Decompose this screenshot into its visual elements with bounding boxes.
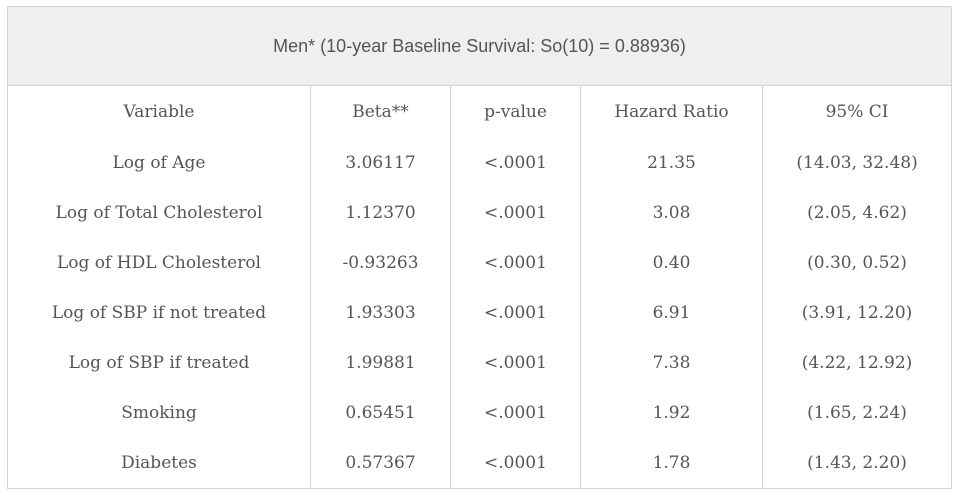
cell-p-value: <.0001 [450, 438, 581, 489]
table-row: Log of Age 3.06117 <.0001 21.35 (14.03, … [7, 138, 953, 188]
cell-variable: Log of Age [7, 138, 311, 188]
hazard-ratio-table: Men* (10-year Baseline Survival: So(10) … [6, 6, 953, 489]
cell-variable: Smoking [7, 388, 311, 438]
cell-ci: (14.03, 32.48) [761, 138, 953, 188]
cell-p-value: <.0001 [450, 338, 581, 388]
cell-beta: 0.65451 [310, 388, 451, 438]
cell-hazard-ratio: 6.91 [580, 288, 763, 338]
cell-variable: Log of SBP if treated [7, 338, 311, 388]
cell-ci: (4.22, 12.92) [761, 338, 953, 388]
cell-hazard-ratio: 7.38 [580, 338, 763, 388]
cell-ci: (3.91, 12.20) [761, 288, 953, 338]
cell-p-value: <.0001 [450, 288, 581, 338]
cell-beta: 1.99881 [310, 338, 451, 388]
cell-variable: Diabetes [7, 438, 311, 489]
cell-hazard-ratio: 21.35 [580, 138, 763, 188]
cell-ci: (1.43, 2.20) [761, 438, 953, 489]
cell-beta: 1.93303 [310, 288, 451, 338]
cell-beta: 1.12370 [310, 188, 451, 238]
table-row: Diabetes 0.57367 <.0001 1.78 (1.43, 2.20… [7, 438, 953, 489]
table-body: Variable Beta** p-value Hazard Ratio 95%… [7, 85, 953, 489]
column-header-p-value: p-value [450, 85, 581, 138]
cell-ci: (1.65, 2.24) [761, 388, 953, 438]
column-header-beta: Beta** [310, 85, 451, 138]
table-row: Log of SBP if treated 1.99881 <.0001 7.3… [7, 338, 953, 388]
cell-hazard-ratio: 1.92 [580, 388, 763, 438]
table-row: Log of SBP if not treated 1.93303 <.0001… [7, 288, 953, 338]
cell-variable: Log of Total Cholesterol [7, 188, 311, 238]
column-header-row: Variable Beta** p-value Hazard Ratio 95%… [7, 85, 953, 138]
cell-p-value: <.0001 [450, 188, 581, 238]
cell-hazard-ratio: 0.40 [580, 238, 763, 288]
cell-p-value: <.0001 [450, 138, 581, 188]
cell-variable: Log of HDL Cholesterol [7, 238, 311, 288]
cell-ci: (0.30, 0.52) [761, 238, 953, 288]
cell-beta: 0.57367 [310, 438, 451, 489]
column-header-variable: Variable [7, 85, 311, 138]
table-row: Log of HDL Cholesterol -0.93263 <.0001 0… [7, 238, 953, 288]
table-title: Men* (10-year Baseline Survival: So(10) … [6, 6, 953, 86]
cell-hazard-ratio: 3.08 [580, 188, 763, 238]
cell-p-value: <.0001 [450, 388, 581, 438]
cell-p-value: <.0001 [450, 238, 581, 288]
cell-beta: -0.93263 [310, 238, 451, 288]
table-row: Log of Total Cholesterol 1.12370 <.0001 … [7, 188, 953, 238]
cell-beta: 3.06117 [310, 138, 451, 188]
cell-variable: Log of SBP if not treated [7, 288, 311, 338]
cell-ci: (2.05, 4.62) [761, 188, 953, 238]
table-row: Smoking 0.65451 <.0001 1.92 (1.65, 2.24) [7, 388, 953, 438]
cell-hazard-ratio: 1.78 [580, 438, 763, 489]
column-header-hazard-ratio: Hazard Ratio [580, 85, 763, 138]
column-header-ci: 95% CI [761, 85, 953, 138]
hazard-table-container: Men* (10-year Baseline Survival: So(10) … [6, 6, 953, 489]
